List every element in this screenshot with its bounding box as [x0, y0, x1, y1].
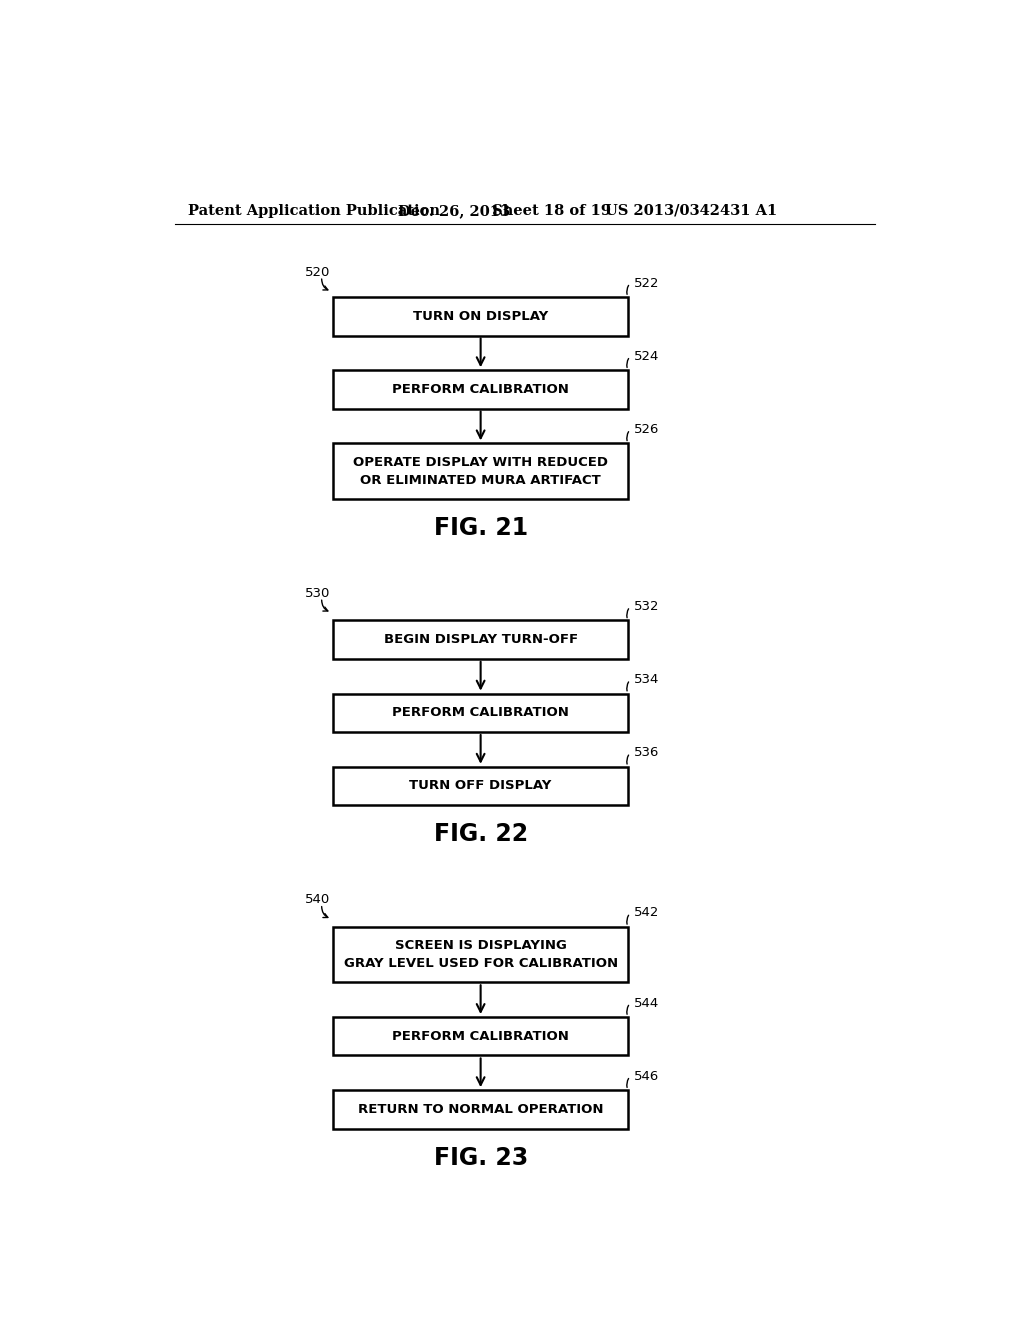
Text: 520: 520 [305, 265, 330, 279]
Bar [334, 767, 628, 805]
Text: Patent Application Publication: Patent Application Publication [188, 203, 440, 218]
Bar [334, 693, 628, 733]
Text: 540: 540 [305, 894, 330, 907]
Text: 522: 522 [634, 277, 659, 289]
Bar [334, 1016, 628, 1056]
Text: FIG. 21: FIG. 21 [433, 516, 527, 540]
Text: 546: 546 [634, 1069, 659, 1082]
Text: 530: 530 [305, 587, 330, 601]
Text: BEGIN DISPLAY TURN-OFF: BEGIN DISPLAY TURN-OFF [384, 634, 578, 647]
Bar [334, 444, 628, 499]
Text: 526: 526 [634, 422, 659, 436]
Text: PERFORM CALIBRATION: PERFORM CALIBRATION [392, 1030, 569, 1043]
Text: US 2013/0342431 A1: US 2013/0342431 A1 [604, 203, 777, 218]
Text: TURN ON DISPLAY: TURN ON DISPLAY [413, 310, 548, 323]
Text: 532: 532 [634, 601, 659, 612]
Text: RETURN TO NORMAL OPERATION: RETURN TO NORMAL OPERATION [357, 1102, 603, 1115]
Text: SCREEN IS DISPLAYING
GRAY LEVEL USED FOR CALIBRATION: SCREEN IS DISPLAYING GRAY LEVEL USED FOR… [344, 939, 617, 970]
Text: FIG. 23: FIG. 23 [433, 1146, 527, 1170]
Bar [334, 370, 628, 409]
Text: 542: 542 [634, 907, 659, 920]
Text: Dec. 26, 2013: Dec. 26, 2013 [397, 203, 510, 218]
Text: 544: 544 [634, 997, 659, 1010]
Bar [334, 297, 628, 335]
Text: Sheet 18 of 19: Sheet 18 of 19 [493, 203, 611, 218]
Text: TURN OFF DISPLAY: TURN OFF DISPLAY [410, 779, 552, 792]
Bar [334, 1090, 628, 1129]
Text: PERFORM CALIBRATION: PERFORM CALIBRATION [392, 383, 569, 396]
Text: FIG. 22: FIG. 22 [433, 822, 527, 846]
Text: PERFORM CALIBRATION: PERFORM CALIBRATION [392, 706, 569, 719]
Bar [334, 927, 628, 982]
Bar [334, 620, 628, 659]
Text: OPERATE DISPLAY WITH REDUCED
OR ELIMINATED MURA ARTIFACT: OPERATE DISPLAY WITH REDUCED OR ELIMINAT… [353, 455, 608, 487]
Text: 534: 534 [634, 673, 659, 686]
Text: 536: 536 [634, 746, 659, 759]
Text: 524: 524 [634, 350, 659, 363]
